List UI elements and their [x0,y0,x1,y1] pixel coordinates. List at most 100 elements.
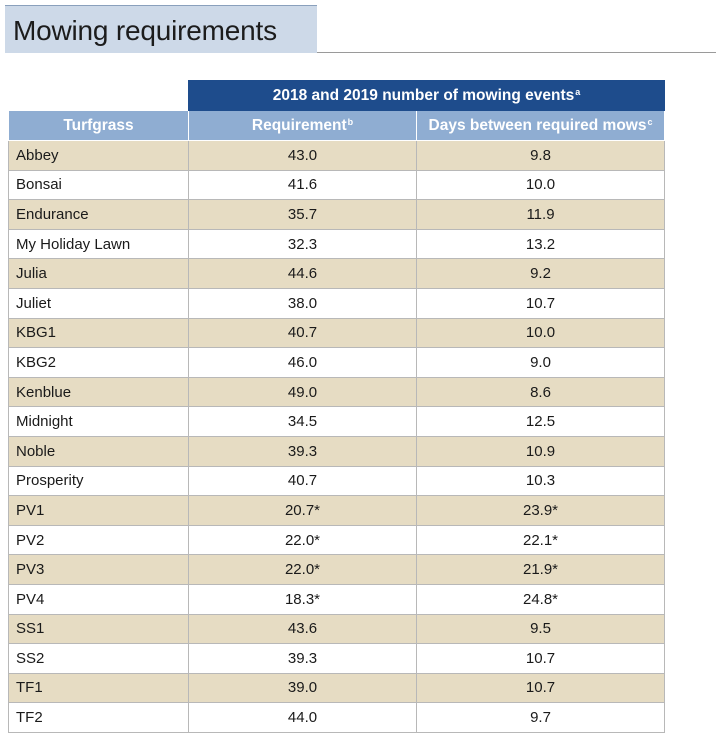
cell-turfgrass: SS1 [8,613,189,645]
cell-requirement: 20.7* [188,495,417,526]
cell-turfgrass: KBG1 [8,317,189,349]
table-row: KBG2 46.0 9.0 [8,347,666,378]
cell-days-between-mows: 10.3 [415,465,666,497]
table-row: PV3 22.0* 21.9* [8,554,666,585]
cell-requirement: 40.7 [188,465,417,497]
mowing-table: 2018 and 2019 number of mowing eventsa T… [8,80,666,733]
cell-turfgrass: Midnight [8,406,189,437]
column-header-days: Days between required mowsc [415,110,666,141]
cell-days-between-mows: 10.7 [415,287,666,319]
column-header-turfgrass: Turfgrass [8,110,189,141]
group-header: 2018 and 2019 number of mowing eventsa [187,80,666,111]
cell-days-between-mows: 10.0 [415,317,666,349]
table-row: Endurance 35.7 11.9 [8,199,666,230]
cell-requirement: 32.3 [188,228,417,260]
cell-requirement: 46.0 [188,347,417,378]
cell-requirement: 34.5 [188,406,417,437]
table-row: Abbey 43.0 9.8 [8,140,666,171]
cell-turfgrass: TF2 [8,702,189,733]
cell-requirement: 43.6 [188,613,417,645]
cell-days-between-mows: 10.9 [415,435,666,467]
table-row: SS1 43.6 9.5 [8,613,666,645]
table-row: PV4 18.3* 24.8* [8,583,666,615]
cell-days-between-mows: 9.8 [415,140,666,171]
cell-days-between-mows: 9.5 [415,613,666,645]
cell-requirement: 41.6 [188,169,417,201]
cell-days-between-mows: 22.1* [415,524,666,556]
column-header-requirement: Requirementb [188,110,417,141]
cell-requirement: 44.6 [188,258,417,289]
cell-requirement: 22.0* [188,554,417,585]
column-header-label: Turfgrass [63,116,134,134]
cell-turfgrass: Kenblue [8,376,189,408]
column-header-label: Days between required mows [428,116,647,134]
table-row: PV2 22.0* 22.1* [8,524,666,556]
table-row: TF1 39.0 10.7 [8,672,666,704]
table-row: TF2 44.0 9.7 [8,702,666,733]
group-header-spacer [8,80,189,111]
table-row: Midnight 34.5 12.5 [8,406,666,437]
cell-days-between-mows: 9.7 [415,702,666,733]
cell-days-between-mows: 9.0 [415,347,666,378]
cell-days-between-mows: 23.9* [415,495,666,526]
cell-requirement: 38.0 [188,287,417,319]
cell-turfgrass: PV3 [8,554,189,585]
table-row: My Holiday Lawn 32.3 13.2 [8,228,666,260]
cell-requirement: 18.3* [188,583,417,615]
cell-turfgrass: Abbey [8,140,189,171]
table-row: Juliet 38.0 10.7 [8,287,666,319]
cell-requirement: 40.7 [188,317,417,349]
cell-days-between-mows: 10.7 [415,672,666,704]
table-row: Prosperity 40.7 10.3 [8,465,666,497]
group-header-footnote: a [575,86,581,97]
cell-days-between-mows: 13.2 [415,228,666,260]
cell-requirement: 49.0 [188,376,417,408]
cell-turfgrass: SS2 [8,643,189,674]
cell-turfgrass: PV1 [8,495,189,526]
cell-turfgrass: PV2 [8,524,189,556]
cell-requirement: 22.0* [188,524,417,556]
group-header-label: 2018 and 2019 number of mowing events [272,86,575,104]
title-band: Mowing requirements [5,5,716,55]
table-row: Julia 44.6 9.2 [8,258,666,289]
cell-requirement: 43.0 [188,140,417,171]
cell-turfgrass: KBG2 [8,347,189,378]
cell-days-between-mows: 10.7 [415,643,666,674]
cell-requirement: 39.3 [188,643,417,674]
page-title: Mowing requirements [13,15,277,46]
table-row: Kenblue 49.0 8.6 [8,376,666,408]
cell-turfgrass: PV4 [8,583,189,615]
column-header-label: Requirement [251,116,347,134]
table-body: Abbey 43.0 9.8 Bonsai 41.6 10.0 Endurance 35.7 1… [8,140,666,733]
table-row: Bonsai 41.6 10.0 [8,169,666,201]
cell-requirement: 39.3 [188,435,417,467]
cell-days-between-mows: 9.2 [415,258,666,289]
cell-requirement: 44.0 [188,702,417,733]
column-header-row: Turfgrass Requirementb Days between requ… [8,110,666,141]
cell-turfgrass: TF1 [8,672,189,704]
cell-turfgrass: Juliet [8,287,189,319]
group-header-row: 2018 and 2019 number of mowing eventsa [8,80,666,111]
title-divider [317,52,716,53]
cell-days-between-mows: 24.8* [415,583,666,615]
cell-days-between-mows: 10.0 [415,169,666,201]
title-box: Mowing requirements [5,5,317,53]
cell-turfgrass: Julia [8,258,189,289]
cell-requirement: 35.7 [188,199,417,230]
table-row: Noble 39.3 10.9 [8,435,666,467]
table-row: PV1 20.7* 23.9* [8,495,666,526]
column-header-footnote: c [647,116,653,127]
cell-turfgrass: Noble [8,435,189,467]
table-row: SS2 39.3 10.7 [8,643,666,674]
cell-turfgrass: Prosperity [8,465,189,497]
table-row: KBG1 40.7 10.0 [8,317,666,349]
cell-days-between-mows: 12.5 [415,406,666,437]
column-header-footnote: b [347,116,354,127]
cell-turfgrass: My Holiday Lawn [8,228,189,260]
cell-days-between-mows: 8.6 [415,376,666,408]
cell-turfgrass: Bonsai [8,169,189,201]
cell-turfgrass: Endurance [8,199,189,230]
cell-requirement: 39.0 [188,672,417,704]
cell-days-between-mows: 11.9 [415,199,666,230]
cell-days-between-mows: 21.9* [415,554,666,585]
